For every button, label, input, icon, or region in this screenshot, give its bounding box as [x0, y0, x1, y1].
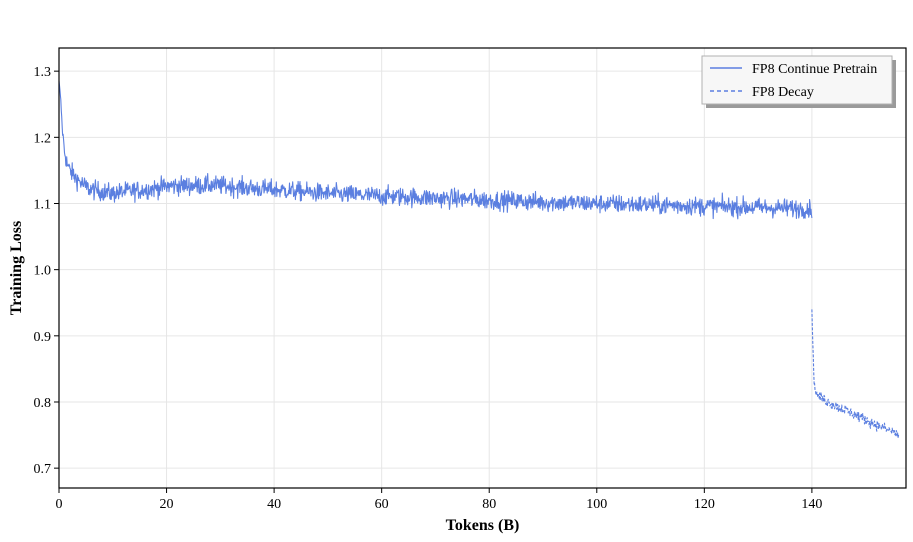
legend-label-decay: FP8 Decay	[752, 85, 814, 100]
x-tick-label: 40	[267, 497, 281, 512]
legend-box	[701, 55, 893, 105]
y-axis-label: Training Loss	[8, 221, 25, 315]
x-axis-ticks: 0 20 40 60 80 100 120 140	[56, 488, 822, 512]
y-tick-label: 1.2	[34, 131, 52, 146]
legend-label-continue-pretrain: FP8 Continue Pretrain	[752, 62, 877, 77]
x-axis-label: Tokens (B)	[446, 517, 520, 534]
grid	[58, 48, 906, 488]
y-tick-label: 1.0	[34, 264, 52, 279]
x-tick-label: 80	[482, 497, 496, 512]
legend: FP8 Continue Pretrain FP8 Decay	[701, 55, 896, 108]
plot-frame	[58, 47, 907, 489]
y-tick-label: 0.8	[34, 396, 52, 411]
y-axis-ticks: 0.7 0.8 0.9 1.0 1.1 1.2 1.3	[34, 65, 59, 477]
series-line-continue-pretrain	[58, 81, 813, 220]
series-layer	[58, 81, 900, 438]
series-line-decay	[811, 309, 900, 438]
y-tick-label: 0.7	[34, 462, 52, 477]
x-tick-label: 60	[375, 497, 389, 512]
x-tick-label: 140	[801, 497, 822, 512]
y-tick-label: 1.3	[34, 65, 52, 80]
y-tick-label: 1.1	[34, 197, 52, 212]
x-tick-label: 120	[694, 497, 715, 512]
x-tick-label: 20	[160, 497, 174, 512]
x-tick-label: 100	[586, 497, 607, 512]
y-tick-label: 0.9	[34, 330, 52, 345]
x-tick-label: 0	[56, 497, 63, 512]
